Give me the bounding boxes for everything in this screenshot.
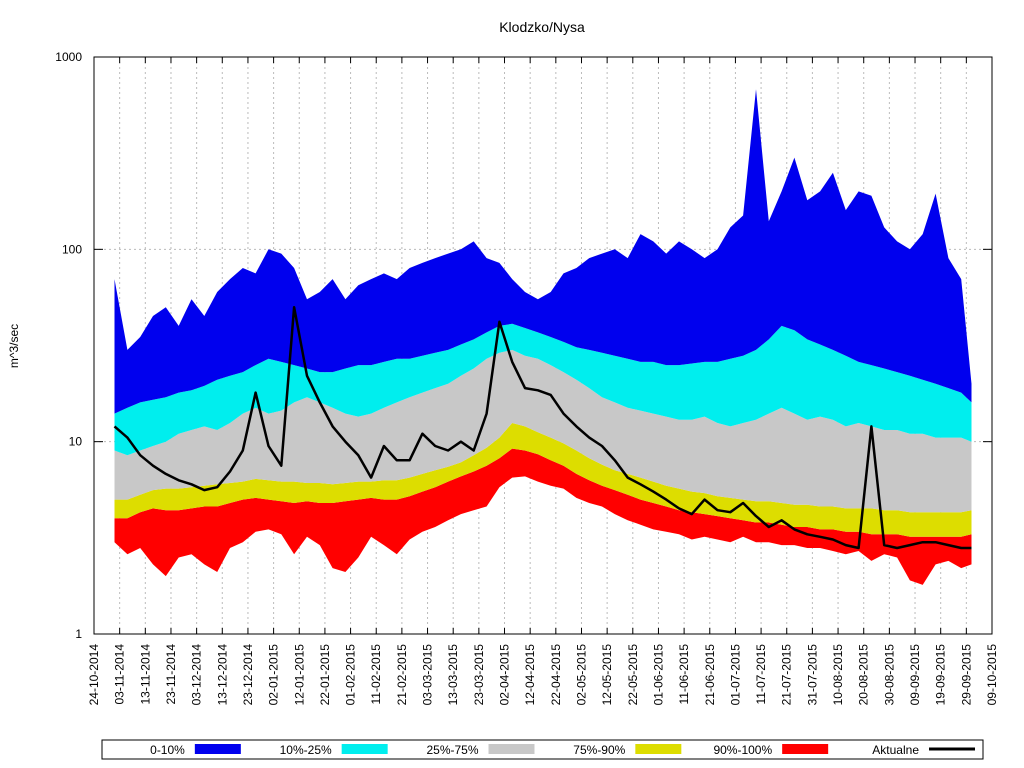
x-tick-label: 11-06-2015: [677, 644, 691, 705]
x-tick-label: 24-10-2014: [87, 644, 101, 706]
x-tick-label: 29-09-2015: [959, 644, 973, 706]
x-tick-label: 23-03-2015: [472, 644, 486, 706]
x-tick-label: 01-07-2015: [728, 644, 742, 706]
x-tick-label: 03-12-2014: [190, 644, 204, 706]
x-tick-labels: 24-10-2014 03-11-2014 13-11-2014 23-11-2014…: [87, 644, 999, 706]
legend-swatch: [488, 744, 535, 754]
band-90-100: [114, 448, 972, 585]
x-tick-label: 20-08-2015: [857, 644, 871, 706]
legend-label: Aktualne: [872, 743, 919, 757]
x-tick-label: 13-11-2014: [138, 644, 152, 705]
x-tick-label: 02-01-2015: [267, 644, 281, 706]
legend-label: 0-10%: [150, 743, 185, 757]
x-tick-label: 23-12-2014: [241, 644, 255, 706]
x-tick-label: 21-07-2015: [780, 644, 794, 706]
actual-series-line: [113, 305, 972, 550]
x-tick-label: 22-04-2015: [549, 644, 563, 706]
legend-swatch: [194, 744, 241, 754]
x-tick-label: 12-01-2015: [292, 644, 306, 706]
x-tick-label: 13-12-2014: [215, 644, 229, 706]
x-tick-label: 22-05-2015: [626, 644, 640, 706]
y-tick-label: 1000: [55, 50, 82, 64]
legend: 0-10% 10%-25% 25%-75% 75%-90% 90%-100% Aktual…: [101, 739, 984, 760]
x-tick-label: 10-08-2015: [831, 644, 845, 706]
y-tick-label: 100: [62, 242, 82, 256]
band-10-25: [114, 323, 972, 456]
x-tick-label: 12-04-2015: [523, 644, 537, 706]
legend-swatch: [635, 744, 682, 754]
legend-box: [101, 739, 984, 760]
y-axis-label: m^3/sec: [7, 324, 21, 368]
band-75-90: [114, 423, 972, 537]
chart-title: Klodzko/Nysa: [499, 19, 585, 35]
legend-label: 90%-100%: [713, 743, 772, 757]
x-tick-label: 01-02-2015: [344, 644, 358, 706]
band-25-75: [114, 349, 972, 513]
x-tick-label: 11-02-2015: [369, 644, 383, 705]
x-tick-label: 12-05-2015: [600, 644, 614, 706]
x-tick-label: 09-09-2015: [908, 644, 922, 706]
y-tick-label: 1: [75, 627, 82, 641]
x-tick-label: 03-03-2015: [421, 644, 435, 706]
band-0-10: [114, 89, 972, 414]
percentile-bands: [114, 89, 972, 585]
x-tick-label: 21-06-2015: [703, 644, 717, 706]
x-tick-label: 22-01-2015: [318, 644, 332, 706]
x-tick-label: 13-03-2015: [446, 644, 460, 706]
x-tick-label: 21-02-2015: [395, 644, 409, 706]
legend-swatch: [341, 744, 388, 754]
x-tick-label: 11-07-2015: [754, 644, 768, 705]
x-tick-label: 09-10-2015: [985, 644, 999, 706]
x-tick-label: 19-09-2015: [934, 644, 948, 706]
legend-label: 75%-90%: [573, 743, 625, 757]
y-tick-labels: 1 10 100 1000: [55, 50, 82, 641]
x-tick-label: 01-06-2015: [651, 644, 665, 706]
axis-ticks: [93, 56, 993, 635]
legend-label: 10%-25%: [280, 743, 332, 757]
legend-swatch: [782, 744, 829, 754]
x-tick-label: 03-11-2014: [113, 644, 127, 705]
y-tick-label: 10: [69, 435, 83, 449]
x-tick-label: 31-07-2015: [805, 644, 819, 706]
x-tick-label: 02-04-2015: [498, 644, 512, 706]
x-tick-label: 30-08-2015: [882, 644, 896, 706]
x-tick-label: 23-11-2014: [164, 644, 178, 705]
legend-label: 25%-75%: [426, 743, 478, 757]
x-tick-label: 02-05-2015: [574, 644, 588, 706]
actual-flow-line: [113, 305, 972, 550]
plot-border: [93, 56, 993, 635]
